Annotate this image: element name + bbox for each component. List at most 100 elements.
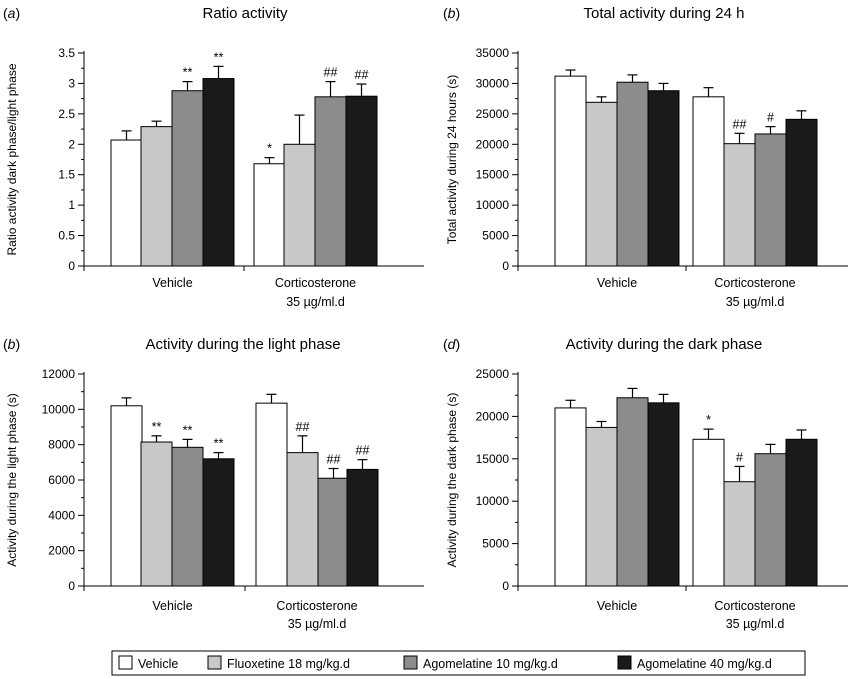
chart-1-ytick-label-0: 0 [502, 259, 509, 273]
chart-2-bar-s3-c0 [202, 458, 235, 587]
chart-0-significance-s3-c1: ## [355, 68, 369, 82]
chart-3-bar-s1-c1 [723, 481, 756, 587]
chart-2-letter-close: ) [15, 336, 20, 352]
chart-2-significance-s1-c0: ** [152, 420, 162, 434]
chart-2-category-label-1: Corticosterone [276, 599, 357, 613]
chart-1-bar-s2-c0 [616, 81, 649, 267]
chart-0-ytick-label-5: 2.5 [58, 107, 75, 121]
chart-2-bar-s3-c1 [346, 468, 379, 587]
chart-0-category-sublabel-1: 35 µg/ml.d [286, 295, 345, 309]
chart-3-category-label-1: Corticosterone [714, 599, 795, 613]
chart-1-ytick-label-4: 20000 [476, 137, 510, 151]
chart-3-bar-s2-c0 [616, 397, 649, 587]
chart-0-ytick-label-3: 1.5 [58, 168, 75, 182]
chart-1-bar-s3-c1 [785, 118, 818, 267]
chart-2-ytick-label-4: 8000 [48, 438, 75, 452]
chart-0-bar-s0-c1 [253, 163, 286, 267]
chart-0-ytick-label-7: 3.5 [58, 46, 75, 60]
chart-1-ytick-label-1: 5000 [482, 229, 509, 243]
chart-1-letter-close: ) [455, 5, 460, 21]
chart-0-bar-s2-c1 [314, 96, 347, 267]
chart-1-ytick-label-5: 25000 [476, 107, 510, 121]
chart-0-significance-s0-c1: * [267, 142, 272, 156]
chart-0-ytick-label-1: 0.5 [58, 229, 75, 243]
chart-0-bar-s3-c0 [202, 78, 235, 267]
chart-2-category-sublabel-1: 35 µg/ml.d [288, 617, 347, 631]
chart-2-significance-s1-c1: ## [296, 420, 310, 434]
chart-0-ytick-label-6: 3 [68, 76, 75, 90]
legend-box [111, 650, 806, 676]
chart-3-category-label-0: Vehicle [597, 599, 637, 613]
chart-3-category-sublabel-1: 35 µg/ml.d [726, 617, 785, 631]
chart-3-ytick-label-0: 0 [502, 579, 509, 593]
chart-3-letter-close: ) [455, 336, 460, 352]
chart-2-ytick-label-1: 2000 [48, 544, 75, 558]
legend-label-1: Fluoxetine 18 mg/kg.d [227, 657, 350, 671]
legend-label-2: Agomelatine 10 mg/kg.d [423, 657, 558, 671]
chart-0-panel-letter: (a) [3, 5, 20, 21]
chart-0-ylabel: Ratio activity dark phase/light phase [5, 63, 19, 255]
chart-0-bar-s3-c1 [345, 95, 378, 267]
chart-2-ylabel: Activity during the light phase (s) [5, 393, 19, 566]
chart-3-ytick-label-5: 25000 [476, 367, 510, 381]
chart-3-bar-s3-c0 [647, 402, 680, 587]
panel-2: (b) Activity during the light phase Activi… [3, 336, 424, 631]
chart-2-bar-s2-c1 [317, 477, 350, 587]
chart-0-ytick-label-2: 1 [68, 198, 75, 212]
chart-2-ytick-label-3: 6000 [48, 473, 75, 487]
chart-2-bar-s0-c0 [110, 405, 143, 587]
chart-3-ytick-label-3: 15000 [476, 452, 510, 466]
chart-3-bar-s2-c1 [754, 453, 787, 587]
chart-2-category-label-0: Vehicle [152, 599, 192, 613]
panel-1: (b) Total activity during 24 h Total activ… [443, 5, 848, 309]
chart-2-significance-s2-c1: ## [327, 453, 341, 467]
chart-2-title: Activity during the light phase [145, 336, 340, 353]
chart-2-bar-s0-c1 [255, 402, 288, 587]
chart-0-letter-close: ) [15, 5, 20, 21]
chart-1-letter-open: ( [443, 5, 448, 21]
chart-1-title: Total activity during 24 h [584, 5, 745, 22]
chart-3-significance-s1-c1: # [736, 450, 743, 464]
chart-0-significance-s3-c0: ** [214, 50, 224, 64]
chart-3-ylabel: Activity during the dark phase (s) [445, 393, 459, 568]
chart-1-bar-s2-c1 [754, 133, 787, 267]
chart-3-title: Activity during the dark phase [566, 336, 763, 353]
chart-2-letter-char: b [8, 336, 16, 352]
chart-0-category-label-1: Corticosterone [275, 276, 356, 290]
chart-2-ytick-label-5: 10000 [42, 402, 76, 416]
chart-1-ylabel: Total activity during 24 hours (s) [445, 75, 459, 244]
chart-1-bar-s1-c0 [585, 101, 618, 267]
chart-0-ytick-label-4: 2 [68, 137, 75, 151]
chart-2-bar-s1-c1 [286, 452, 319, 587]
chart-3-ytick-label-2: 10000 [476, 494, 510, 508]
chart-3-letter-char: d [448, 336, 457, 352]
chart-1-ytick-label-6: 30000 [476, 76, 510, 90]
chart-2-significance-s3-c1: ## [356, 444, 370, 458]
chart-2-significance-s2-c0: ** [183, 423, 193, 437]
chart-1-panel-letter: (b) [443, 5, 460, 21]
chart-2-bar-s2-c0 [171, 446, 204, 587]
chart-0-letter-char: a [8, 5, 16, 21]
chart-3-ytick-label-1: 5000 [482, 537, 509, 551]
chart-0-significance-s2-c0: ** [183, 66, 193, 80]
chart-3-bar-s0-c1 [692, 438, 725, 587]
legend-label-0: Vehicle [138, 657, 178, 671]
chart-1-bar-s0-c0 [554, 75, 587, 267]
chart-0-bar-s2-c0 [171, 90, 204, 267]
chart-1-category-label-1: Corticosterone [714, 276, 795, 290]
chart-0-title: Ratio activity [202, 5, 288, 22]
chart-1-category-sublabel-1: 35 µg/ml.d [726, 295, 785, 309]
chart-1-ytick-label-7: 35000 [476, 46, 510, 60]
panel-3: (d) Activity during the dark phase Activit… [443, 336, 848, 631]
chart-2-significance-s3-c0: ** [214, 437, 224, 451]
chart-3-panel-letter: (d) [443, 336, 460, 352]
chart-0-bar-s1-c0 [140, 126, 173, 267]
chart-2-ytick-label-6: 12000 [42, 367, 76, 381]
chart-3-significance-s0-c1: * [706, 413, 711, 427]
chart-1-significance-s1-c1: ## [733, 117, 747, 131]
chart-3-ytick-label-4: 20000 [476, 409, 510, 423]
chart-2-ytick-label-2: 4000 [48, 508, 75, 522]
chart-3-bar-s0-c0 [554, 407, 587, 587]
chart-1-ytick-label-3: 15000 [476, 168, 510, 182]
